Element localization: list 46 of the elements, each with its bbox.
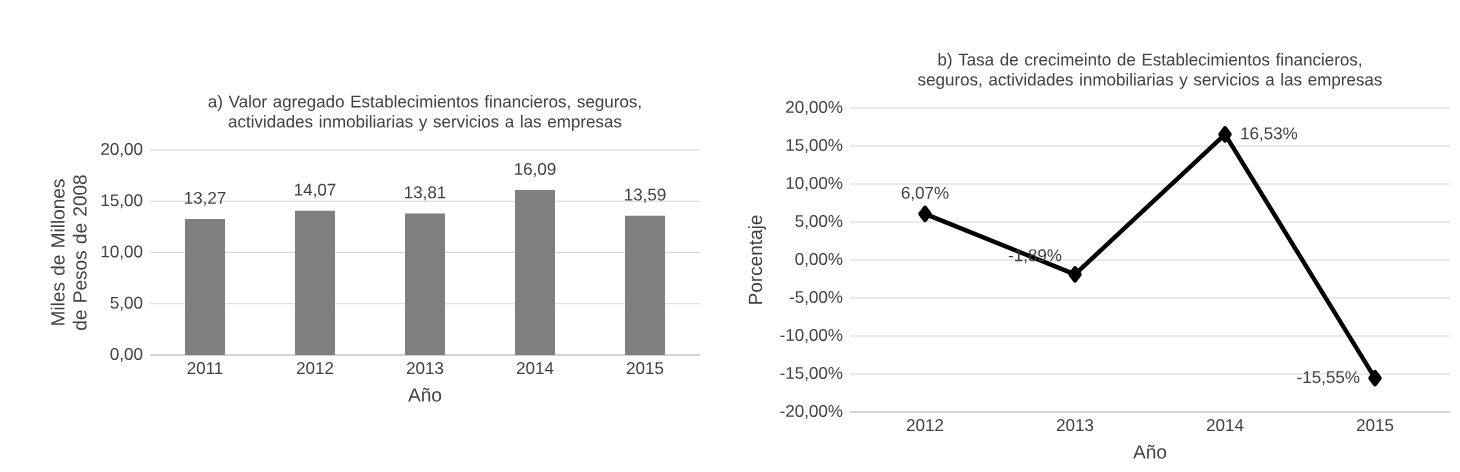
data-label: -15,55% [1297,371,1360,386]
data-label: 13,59 [625,188,666,203]
bar [295,210,336,355]
point [1218,126,1232,143]
data-label: 16,53% [1241,127,1298,142]
chart-title: b) Tasa de crecimeinto de Establecimientos financieros, seguros, actividades inmobiliarias y servicios a las empresas [918,53,1382,89]
x-tick-label: 2012 [906,419,944,432]
data-label: 6,07% [901,186,949,201]
point [1068,266,1082,283]
y-tick-label: 5,00% [795,215,843,230]
x-tick-label: 2015 [626,362,664,375]
x-tick-label: 2015 [1356,419,1394,432]
y-tick-label: 15,00% [786,139,843,154]
bar [515,190,555,355]
y-tick-label: 15,00 [101,194,143,209]
x-tick-label: 2014 [516,362,554,375]
bar [405,213,445,355]
y-tick-label: 20,00 [101,142,143,158]
y-tick-label: 5,00 [110,296,143,311]
y-tick-label: 0,00% [795,252,843,268]
x-tick-label: 2014 [1206,419,1244,432]
point [918,205,932,223]
data-label: 14,07 [295,183,336,198]
y-tick-label: 0,00 [110,347,143,363]
y-tick-label: -10,00% [780,328,843,344]
data-label: 16,09 [515,162,556,177]
y-tick-label: 10,00 [101,245,143,260]
y-axis-title: Porcentaje [748,215,766,304]
data-label: 13,27 [185,191,226,206]
y-tick-label: -20,00% [780,404,843,420]
y-tick-label: 10,00% [786,177,843,192]
y-axis-title: Miles de Millones de Pesos de 2008 [50,175,87,330]
bar [625,215,665,355]
x-tick-label: 2013 [1056,419,1094,432]
x-tick-label: 2012 [296,362,334,375]
bar [185,218,225,355]
y-tick-label: -5,00% [789,290,843,306]
x-axis-title: Año [1133,444,1167,459]
point [1368,369,1382,387]
x-axis-title: Año [408,387,442,402]
x-tick-label: 2013 [406,362,444,375]
y-tick-label: -15,00% [780,366,843,382]
x-tick-label: 2011 [187,362,223,375]
data-label: 13,81 [405,186,446,201]
chart-title: a) Valor agregado Establecimientos financieros, seguros, actividades inmobiliarias y servicios a las empresas [208,95,641,131]
y-tick-label: 20,00% [786,101,843,116]
